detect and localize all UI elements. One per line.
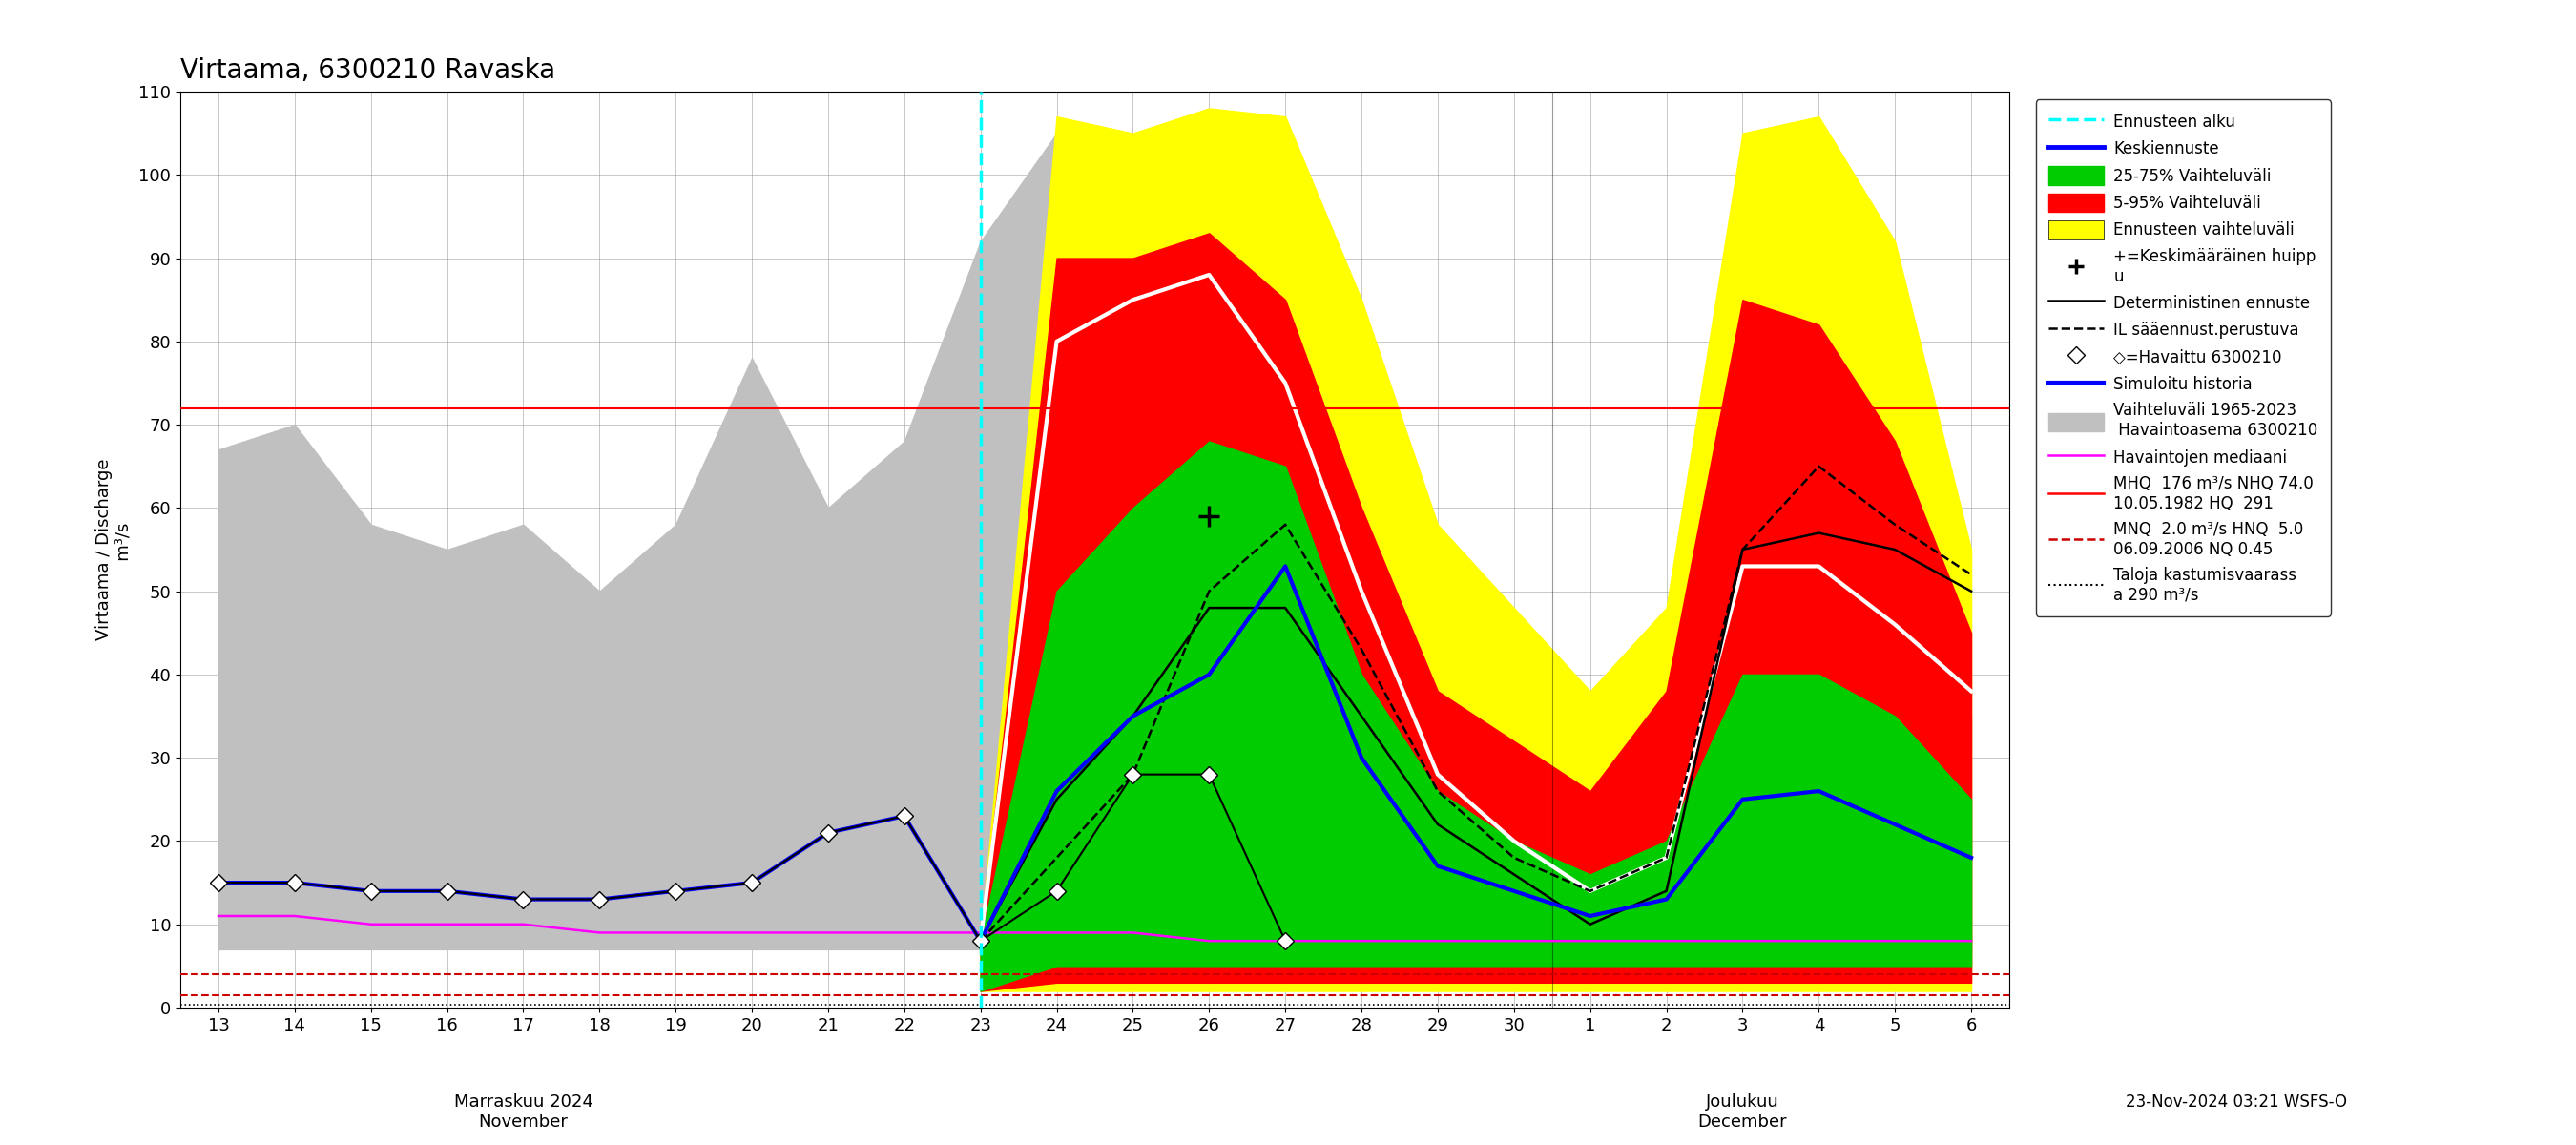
Y-axis label: Virtaama / Discharge
   m³/s: Virtaama / Discharge m³/s — [95, 459, 131, 640]
Legend: Ennusteen alku, Keskiennuste, 25-75% Vaihteluväli, 5-95% Vaihteluväli, Ennusteen: Ennusteen alku, Keskiennuste, 25-75% Vai… — [2035, 100, 2331, 616]
Text: Marraskuu 2024
November: Marraskuu 2024 November — [453, 1093, 592, 1130]
Text: Joulukuu
December: Joulukuu December — [1698, 1093, 1788, 1130]
Text: 23-Nov-2024 03:21 WSFS-O: 23-Nov-2024 03:21 WSFS-O — [2125, 1093, 2347, 1111]
Text: Virtaama, 6300210 Ravaska: Virtaama, 6300210 Ravaska — [180, 57, 556, 84]
